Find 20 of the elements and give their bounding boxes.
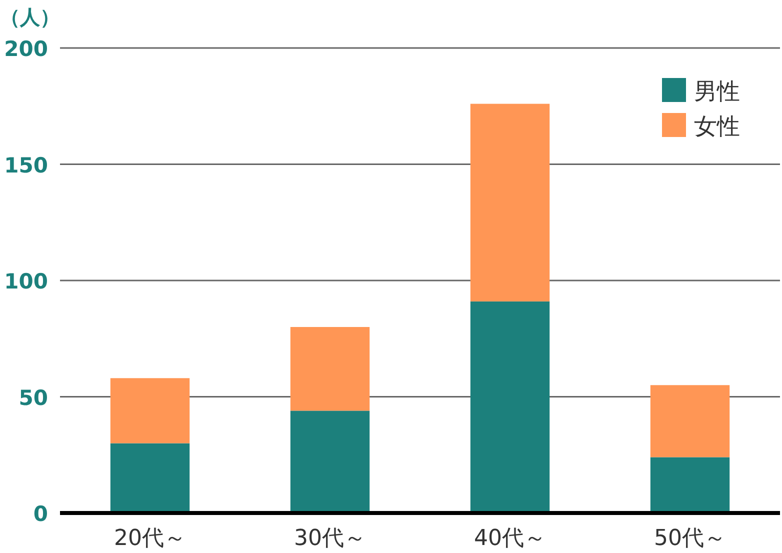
y-tick-label: 50 [18,386,48,410]
bar [290,410,370,513]
bar [650,457,730,513]
bar [290,327,370,411]
legend-label: 女性 [694,114,740,140]
bar [650,385,730,458]
y-tick-label: 100 [4,270,48,294]
x-tick-label: 40代～ [474,526,546,551]
x-tick-label: 20代～ [114,526,186,551]
bar [110,443,190,513]
x-tick-label: 30代～ [294,526,366,551]
y-tick-label: 150 [4,153,48,178]
legend-label: 男性 [694,79,740,105]
y-axis-title: （人） [0,5,60,29]
bar [110,378,190,444]
y-tick-label: 0 [33,502,48,526]
bar [470,104,550,302]
x-tick-label: 50代～ [654,526,726,551]
bar [470,301,550,513]
y-tick-label: 200 [4,37,48,61]
